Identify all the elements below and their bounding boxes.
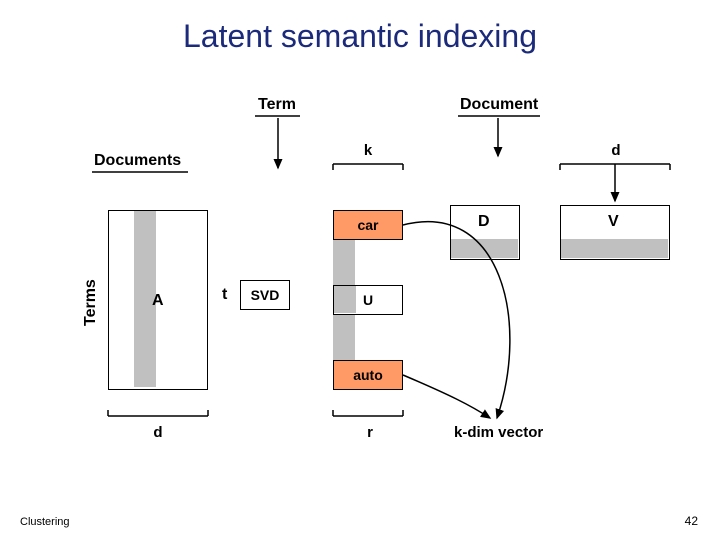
matrix-d-label: D <box>478 213 490 231</box>
u-cell-u-label: U <box>363 292 373 308</box>
label-documents: Documents <box>94 152 181 170</box>
dim-k: k <box>360 142 376 159</box>
page-title: Latent semantic indexing <box>0 18 720 55</box>
footer-left: Clustering <box>20 516 70 528</box>
label-term: Term <box>258 96 296 114</box>
dim-d-top: d <box>608 142 624 159</box>
u-cell-car: car <box>333 210 403 240</box>
result-label: k-dim vector <box>454 424 543 441</box>
label-document: Document <box>460 96 538 114</box>
u-cell-auto: auto <box>333 360 403 390</box>
matrix-a-label: A <box>152 292 164 310</box>
label-terms: Terms <box>82 279 100 326</box>
dim-t: t <box>222 286 227 304</box>
svd-box: SVD <box>240 280 290 310</box>
matrix-v-label: V <box>608 213 619 231</box>
u-cell-u: U <box>333 285 403 315</box>
u-cell-auto-label: auto <box>353 367 383 383</box>
matrix-v-shade <box>561 239 668 258</box>
svd-label: SVD <box>251 287 280 303</box>
footer-right: 42 <box>685 514 698 528</box>
dim-r: r <box>362 424 378 441</box>
matrix-d-shade <box>451 239 518 258</box>
dim-d-bottom: d <box>150 424 166 441</box>
u-cell-car-label: car <box>357 217 378 233</box>
